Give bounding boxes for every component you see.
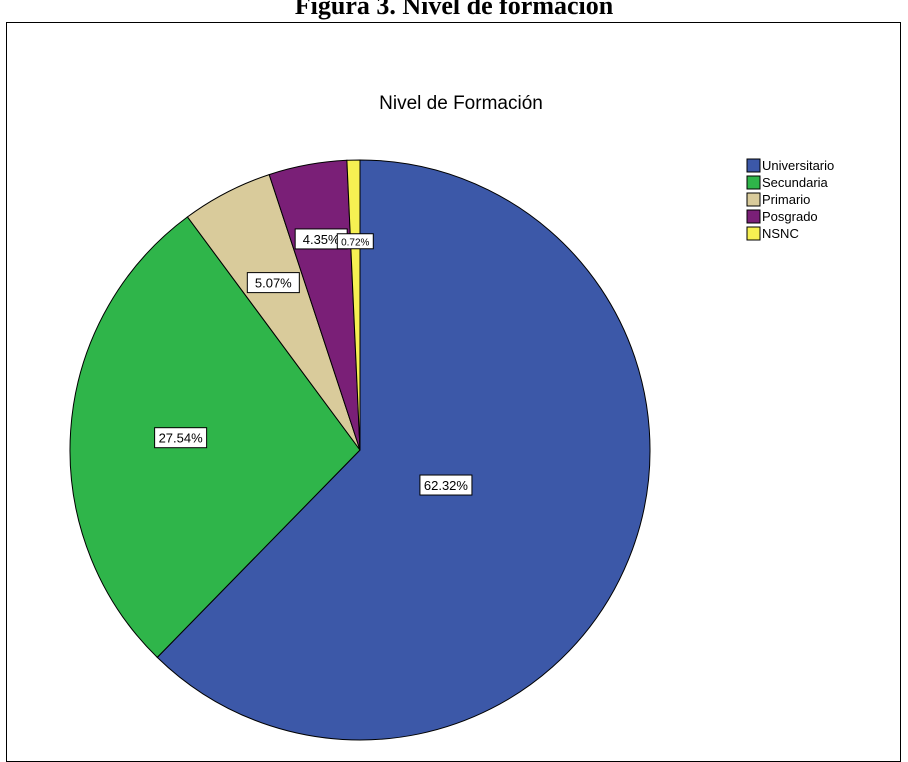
data-label-secundaria: 27.54% (154, 427, 208, 449)
legend-swatch (746, 209, 761, 224)
legend-item-posgrado: Posgrado (746, 209, 818, 224)
legend-label: NSNC (762, 226, 799, 241)
data-label-posgrado: 4.35% (294, 228, 348, 250)
legend-label: Posgrado (762, 209, 818, 224)
legend-item-secundaria: Secundaria (746, 175, 829, 190)
data-label-text: 4.35% (303, 232, 340, 247)
slice-secundaria (69, 216, 361, 659)
data-label-text: 0.72% (341, 237, 369, 248)
data-label-primario: 5.07% (246, 272, 300, 294)
legend-swatch (746, 226, 761, 241)
legend-label: Primario (762, 192, 810, 207)
data-label-box (419, 474, 473, 496)
legend-label: Universitario (762, 158, 834, 173)
slice-nsnc (346, 159, 361, 451)
data-label-text: 62.32% (424, 478, 469, 493)
legend-item-nsnc: NSNC (746, 226, 799, 241)
data-label-text: 27.54% (159, 431, 204, 446)
legend-label: Secundaria (762, 175, 829, 190)
figure-caption: Figura 3. Nivel de formación (294, 0, 614, 20)
data-label-box (336, 233, 374, 250)
pie-data-labels: 62.32% 27.54% 5.07% 4.35% 0.72% (154, 228, 473, 496)
slice-universitario (156, 159, 651, 741)
pie-slices (69, 159, 651, 741)
data-label-nsnc: 0.72% (336, 233, 374, 250)
legend-item-primario: Primario (746, 192, 810, 207)
data-label-universitario: 62.32% (419, 474, 473, 496)
data-label-box (246, 272, 300, 294)
data-label-text: 5.07% (255, 276, 292, 291)
legend-item-universitario: Universitario (746, 158, 834, 173)
legend-swatch (746, 175, 761, 190)
legend: Universitario Secundaria Primario Posgrado N… (746, 158, 834, 241)
chart-title: Nivel de Formación (379, 93, 543, 114)
legend-swatch (746, 192, 761, 207)
data-label-box (154, 427, 208, 449)
legend-swatch (746, 158, 761, 173)
